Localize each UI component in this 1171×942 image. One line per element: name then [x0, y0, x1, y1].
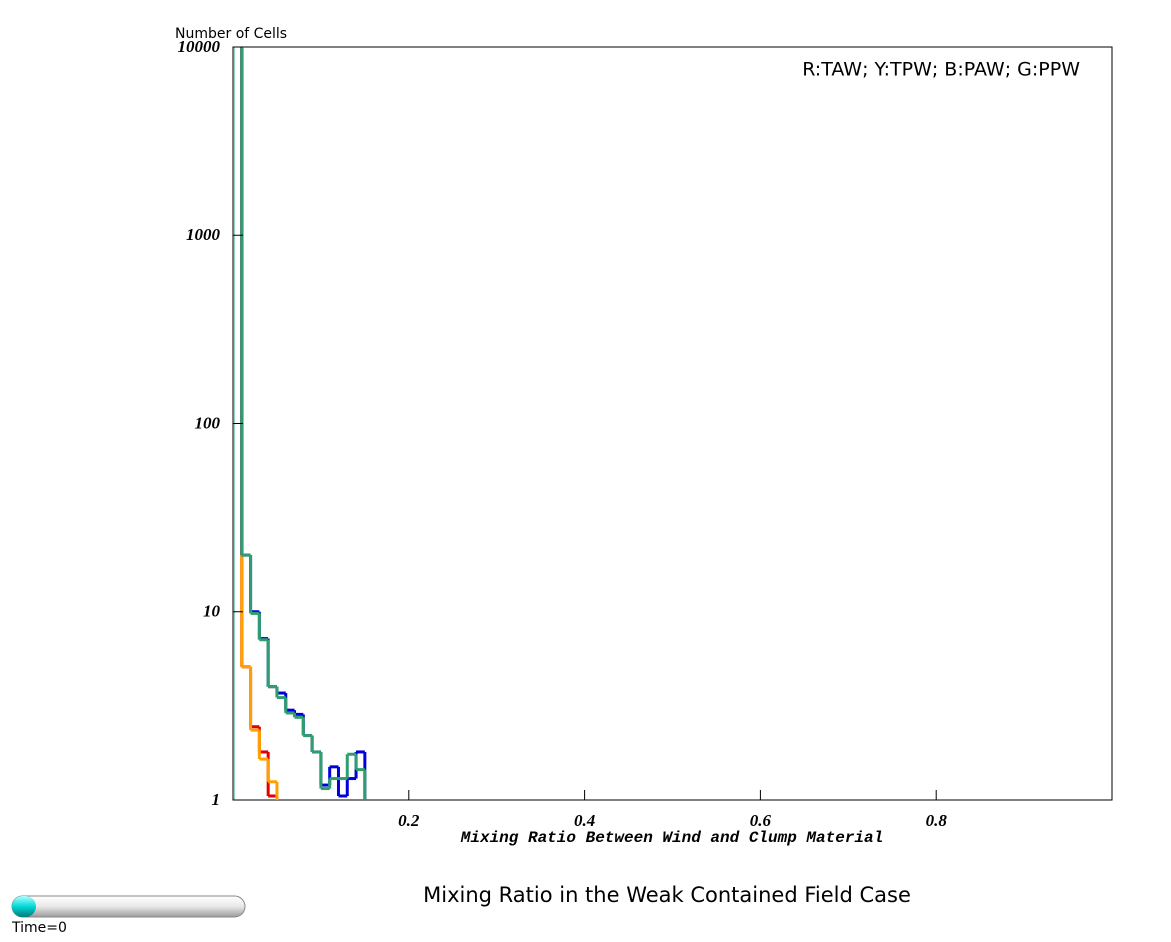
y-tick-label: 100	[195, 413, 221, 432]
y-tick-label: 1	[212, 790, 221, 809]
time-slider	[11, 895, 246, 918]
chart-title: Mixing Ratio in the Weak Contained Field…	[423, 883, 911, 907]
y-axis-label: Number of Cells	[175, 26, 287, 42]
x-tick-label: 0.8	[926, 811, 948, 830]
y-tick-label: 1000	[186, 225, 221, 244]
x-tick-label: 0.6	[750, 811, 772, 830]
x-axis-label: Mixing Ratio Between Wind and Clump Mate…	[460, 829, 883, 847]
x-tick-label: 0.2	[398, 811, 420, 830]
y-tick-label: 10000	[178, 37, 221, 56]
time-label: Time=0	[11, 920, 67, 936]
plot-area	[233, 47, 367, 800]
time-slider-knob	[12, 896, 36, 917]
legend-annotation: R:TAW; Y:TPW; B:PAW; G:PPW	[802, 59, 1080, 81]
y-tick-label: 10	[203, 602, 221, 621]
x-tick-label: 0.4	[574, 811, 595, 830]
plot-frame	[232, 46, 1113, 801]
